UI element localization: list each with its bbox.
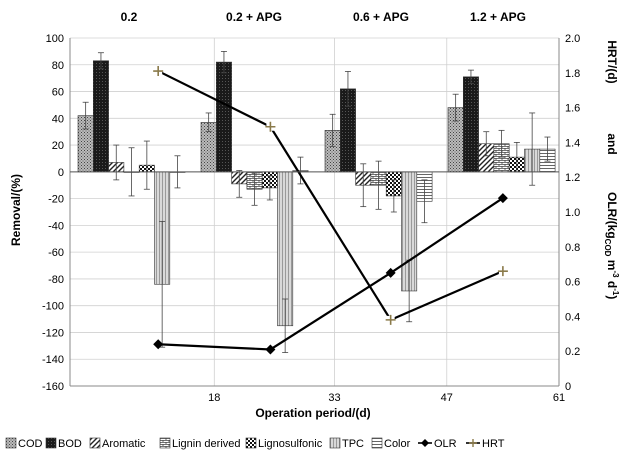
right-tick-label: 0 bbox=[565, 381, 571, 393]
left-tick-label: 20 bbox=[52, 140, 64, 152]
right-tick-label: 1.4 bbox=[565, 137, 580, 149]
olr-label-sup: -1 bbox=[611, 288, 620, 296]
right-tick-label: 0.4 bbox=[565, 311, 580, 323]
right-axis-title-hrt: HRT/(d) bbox=[605, 40, 619, 83]
hrt-point bbox=[265, 121, 276, 132]
left-tick-label: -80 bbox=[48, 274, 64, 286]
phase-labels: 0.2 0.2 + APG 0.6 + APG 1.2 + APG bbox=[121, 10, 526, 24]
olr-label-part: OLR/(kg bbox=[605, 192, 619, 239]
phase-label: 1.2 + APG bbox=[470, 10, 526, 24]
legend-swatch bbox=[89, 437, 101, 449]
x-tick-label: 33 bbox=[328, 392, 340, 404]
legend-label: Aromatic bbox=[102, 438, 146, 450]
left-tick-label: -40 bbox=[48, 220, 64, 232]
hrt-point bbox=[385, 314, 396, 325]
left-tick-label: 100 bbox=[46, 33, 64, 45]
grid-lines bbox=[69, 37, 560, 387]
olr-label-part: m bbox=[605, 256, 619, 270]
right-axis-ticks: 2.0 1.8 1.6 1.4 1.2 1.0 0.8 0.6 0.4 0.2 0 bbox=[565, 33, 580, 393]
legend-label: Lignin derived bbox=[172, 438, 241, 450]
left-axis-title: Removal/(%) bbox=[9, 174, 23, 246]
left-tick-label: -160 bbox=[42, 381, 64, 393]
right-tick-label: 0.6 bbox=[565, 277, 580, 289]
bar-group bbox=[77, 60, 556, 327]
x-tick-label: 18 bbox=[208, 392, 220, 404]
left-tick-label: 0 bbox=[58, 167, 64, 179]
legend-swatch bbox=[159, 437, 171, 449]
left-tick-label: -20 bbox=[48, 194, 64, 206]
x-tick-label: 61 bbox=[553, 392, 565, 404]
hrt-point bbox=[497, 266, 508, 277]
series-line-hrt bbox=[157, 70, 504, 322]
legend-swatch bbox=[5, 437, 17, 449]
olr-point bbox=[265, 344, 276, 355]
legend-swatch bbox=[45, 437, 57, 449]
legend-label: COD bbox=[18, 438, 43, 450]
left-axis-ticks: 100 80 60 40 20 0 -20 -40 -60 -80 -100 -120 -140 -160 bbox=[42, 33, 64, 393]
x-axis-ticks: 18 33 47 61 bbox=[208, 392, 565, 404]
legend-label: Color bbox=[384, 438, 411, 450]
right-axis-title-olr: OLR/(kgCOD m-3 d-1) bbox=[603, 192, 620, 299]
right-axis-title-and: and bbox=[605, 133, 619, 154]
axes bbox=[69, 38, 560, 387]
x-tick-label: 47 bbox=[441, 392, 453, 404]
left-tick-label: -120 bbox=[42, 327, 64, 339]
legend-label: HRT bbox=[482, 438, 505, 450]
legend-marker bbox=[469, 439, 477, 447]
left-tick-label: 80 bbox=[52, 60, 64, 72]
right-tick-label: 0.8 bbox=[565, 242, 580, 254]
olr-label-sub: COD bbox=[603, 239, 612, 257]
left-tick-label: -100 bbox=[42, 301, 64, 313]
olr-point bbox=[497, 193, 508, 204]
right-tick-label: 2.0 bbox=[565, 33, 580, 45]
series-line-olr bbox=[158, 197, 504, 351]
legend-swatch bbox=[371, 437, 383, 449]
legend-label: TPC bbox=[342, 438, 364, 450]
right-axis-title: HRT/(d) and OLR/(kgCOD m-3 d-1) bbox=[603, 40, 620, 299]
right-tick-label: 1.8 bbox=[565, 68, 580, 80]
line-group bbox=[153, 66, 508, 355]
legend-label: BOD bbox=[58, 438, 82, 450]
left-tick-label: -60 bbox=[48, 247, 64, 259]
phase-label: 0.2 bbox=[121, 10, 138, 24]
bar bbox=[93, 60, 109, 173]
right-tick-label: 1.2 bbox=[565, 172, 580, 184]
right-tick-label: 1.6 bbox=[565, 103, 580, 115]
olr-label-part: ) bbox=[605, 295, 619, 299]
left-tick-label: 60 bbox=[52, 87, 64, 99]
legend-label: Lignosulfonic bbox=[258, 438, 323, 450]
legend: COD BOD Aromatic Lignin derived Lignosulfoni… bbox=[5, 437, 505, 450]
right-tick-label: 1.0 bbox=[565, 207, 580, 219]
olr-label-part: d bbox=[605, 278, 619, 289]
olr-point bbox=[153, 339, 164, 350]
legend-label: OLR bbox=[434, 438, 457, 450]
phase-label: 0.6 + APG bbox=[353, 10, 409, 24]
olr-point bbox=[385, 267, 396, 278]
legend-swatch bbox=[329, 437, 341, 449]
bar bbox=[216, 61, 232, 173]
right-tick-label: 0.2 bbox=[565, 346, 580, 358]
olr-label-sup: -3 bbox=[611, 270, 620, 278]
error-bar-group bbox=[82, 50, 551, 353]
phase-label: 0.2 + APG bbox=[226, 10, 282, 24]
x-axis-title: Operation period/(d) bbox=[255, 406, 370, 420]
left-tick-label: 40 bbox=[52, 113, 64, 125]
hrt-point bbox=[153, 66, 164, 77]
legend-swatch bbox=[245, 437, 257, 449]
bar bbox=[462, 76, 479, 173]
legend-marker bbox=[421, 439, 429, 447]
left-tick-label: -140 bbox=[42, 354, 64, 366]
